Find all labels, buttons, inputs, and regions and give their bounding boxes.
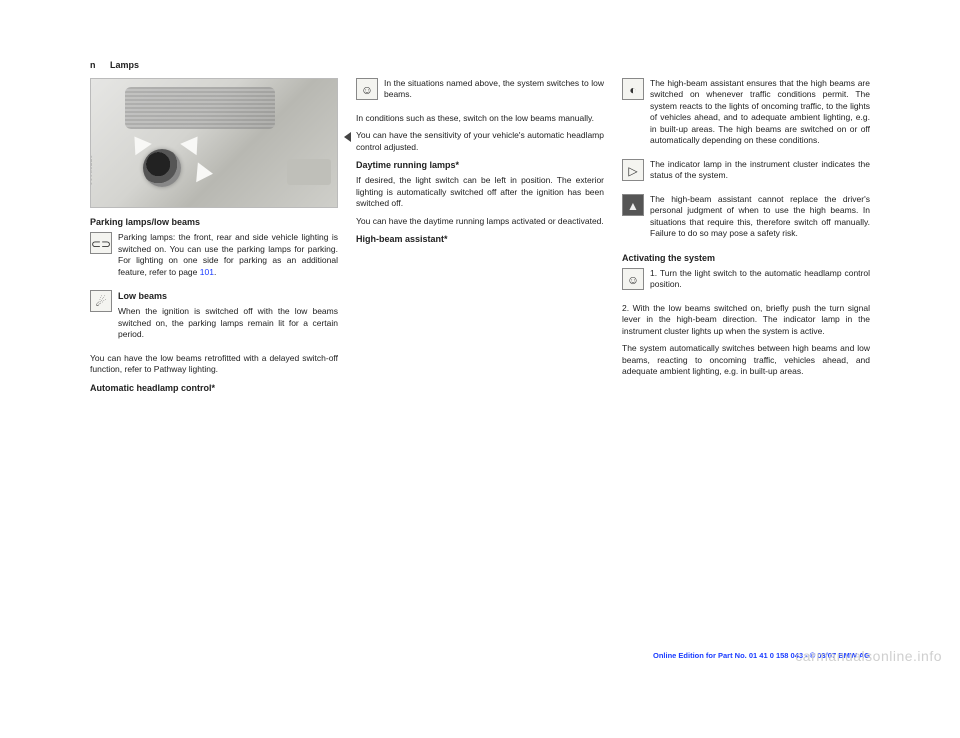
light-switch-photo: 530us215 xyxy=(90,78,338,208)
indicator-icon: ▷ xyxy=(622,159,644,181)
parking-lamps-row: ⊂⊃ Parking lamps: the front, rear and si… xyxy=(90,232,338,284)
daytime-running-p2: You can have the daytime running lamps a… xyxy=(356,216,604,227)
retrofit-text: You can have the low beams retrofitted w… xyxy=(90,353,338,376)
person-icon: ☺ xyxy=(356,78,378,100)
hba-row: ◐ The high-beam assistant ensures that t… xyxy=(622,78,870,153)
column-1: 530us215 Parking lamps/low beams ⊂⊃ Park… xyxy=(90,78,338,598)
manual-page: n Lamps 530us215 Parking lamps/low beams… xyxy=(90,60,870,620)
high-beam-assistant-icon: ◐ xyxy=(622,78,644,100)
notice-block: You can have the sensitivity of your veh… xyxy=(356,130,604,153)
photo-code: 530us215 xyxy=(90,154,95,185)
daytime-running-p1: If desired, the light switch can be left… xyxy=(356,175,604,209)
column-2: ☺ In the situations named above, the sys… xyxy=(356,78,604,598)
content-columns: 530us215 Parking lamps/low beams ⊂⊃ Park… xyxy=(90,78,870,598)
col3-p3: The high-beam assistant cannot replace t… xyxy=(650,194,870,240)
parking-lowbeam-heading: Parking lamps/low beams xyxy=(90,216,338,228)
page-number: n xyxy=(90,60,96,70)
low-beam-heading: Low beams xyxy=(118,290,338,302)
indicator-row: ▷ The indicator lamp in the instrument c… xyxy=(622,159,870,188)
watermark: carmanualsonline.info xyxy=(795,648,942,664)
daytime-running-heading: Daytime running lamps* xyxy=(356,159,604,171)
col3-p1: The high-beam assistant ensures that the… xyxy=(650,78,870,147)
person-icon: ☺ xyxy=(622,268,644,290)
low-beam-icon: ☄ xyxy=(90,290,112,312)
column-3: ◐ The high-beam assistant ensures that t… xyxy=(622,78,870,598)
activating-heading: Activating the system xyxy=(622,252,870,264)
page-ref-link[interactable]: 101 xyxy=(200,267,214,277)
high-beam-assistant-heading: High-beam assistant* xyxy=(356,233,604,245)
parking-lamps-icon: ⊂⊃ xyxy=(90,232,112,254)
page-title: Lamps xyxy=(110,60,139,70)
col2-p1: In the situations named above, the syste… xyxy=(384,78,604,101)
low-beam-text: When the ignition is switched off with t… xyxy=(118,306,338,340)
activating-p3: The system automatically switches betwee… xyxy=(622,343,870,377)
notice-marker xyxy=(344,132,351,142)
warning-row: ▲ The high-beam assistant cannot replace… xyxy=(622,194,870,246)
person-note-row: ☺ In the situations named above, the sys… xyxy=(356,78,604,107)
low-beam-row: ☄ Low beams When the ignition is switche… xyxy=(90,290,338,347)
col3-p2: The indicator lamp in the instrument clu… xyxy=(650,159,870,182)
col2-p3: You can have the sensitivity of your veh… xyxy=(356,130,604,153)
activating-p2: 2. With the low beams switched on, brief… xyxy=(622,303,870,337)
warning-icon: ▲ xyxy=(622,194,644,216)
col2-p2: In conditions such as these, switch on t… xyxy=(356,113,604,124)
parking-lamps-text: Parking lamps: the front, rear and side … xyxy=(118,232,338,278)
person2-row: ☺ 1. Turn the light switch to the automa… xyxy=(622,268,870,297)
auto-headlamp-heading: Automatic headlamp control* xyxy=(90,382,338,394)
activating-p1: 1. Turn the light switch to the automati… xyxy=(650,268,870,291)
